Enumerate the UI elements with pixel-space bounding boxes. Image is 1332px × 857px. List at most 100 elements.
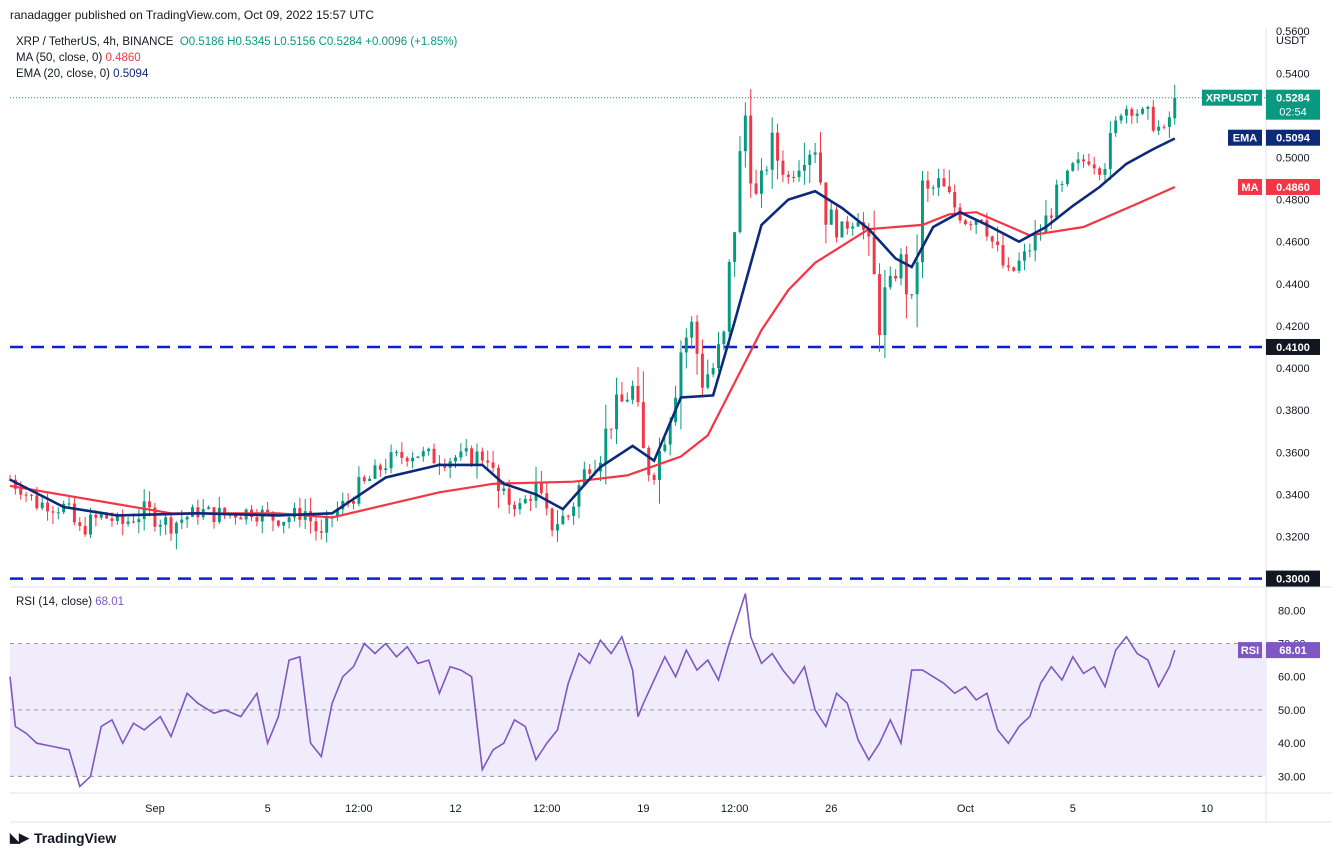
candle-body — [663, 444, 667, 451]
candle-body — [325, 517, 329, 533]
candle-body — [615, 394, 619, 430]
candle-body — [427, 448, 431, 452]
candle-body — [829, 209, 833, 225]
candle-body — [722, 331, 726, 345]
candle-body — [35, 495, 39, 509]
candle-body — [625, 399, 629, 402]
candle-body — [405, 457, 409, 462]
candle-body — [910, 294, 914, 296]
price-tick-label: 0.4800 — [1276, 195, 1310, 207]
rsi-line — [9, 593, 1176, 788]
legend-ma-row[interactable]: MA (50, close, 0) 0.4860 — [16, 52, 141, 64]
legend-ema-row[interactable]: EMA (20, close, 0) 0.5094 — [16, 68, 148, 80]
candle-body — [523, 498, 527, 504]
candle-body — [464, 448, 468, 452]
legend-rsi-row[interactable]: RSI (14, close) 68.01 — [16, 596, 124, 608]
candle-body — [373, 465, 377, 479]
price-tick-label: 0.4200 — [1276, 321, 1310, 333]
candle-body — [137, 519, 141, 523]
candle-body — [1055, 184, 1059, 218]
time-tick-label: Sep — [145, 803, 165, 815]
candle-body — [266, 509, 270, 512]
tradingview-brand[interactable]: ◣▶ TradingView — [10, 830, 116, 846]
price-tick-label: 0.3800 — [1276, 405, 1310, 417]
countdown-label: 02:54 — [1279, 107, 1307, 119]
candle-body — [454, 457, 457, 462]
tag-value: 0.4860 — [1276, 182, 1310, 194]
candle-body — [727, 261, 731, 332]
level-tag-label: 0.4100 — [1276, 342, 1310, 354]
candle-body — [13, 479, 17, 489]
candle-body — [985, 220, 989, 237]
candle-body — [1124, 109, 1128, 116]
candle-body — [899, 254, 903, 279]
candle-body — [148, 501, 152, 508]
horizontal-levels[interactable]: 0.4100 0.3000 — [10, 338, 1320, 587]
candle-body — [1151, 106, 1155, 131]
candle-body — [1098, 168, 1102, 175]
ma-50-line — [9, 185, 1176, 519]
legend-symbol[interactable]: XRP / TetherUS, 4h, BINANCE — [16, 36, 174, 48]
tag-name-bg — [1202, 89, 1262, 106]
candle-body — [582, 469, 586, 486]
time-tick-label: 5 — [265, 803, 271, 815]
candle-body — [378, 465, 382, 471]
candle-body — [1006, 265, 1010, 268]
candle-body — [432, 448, 436, 464]
candle-body — [319, 531, 323, 533]
candle-body — [24, 494, 28, 496]
candle-body — [1033, 233, 1037, 251]
candle-body — [191, 507, 194, 517]
candle-body — [207, 507, 211, 510]
candle-body — [1082, 159, 1085, 162]
level-tag-bg — [1266, 570, 1320, 587]
candle-body — [963, 220, 967, 225]
candle-body — [953, 192, 957, 208]
candle-body — [529, 498, 533, 501]
price-tick-label: 0.5000 — [1276, 152, 1310, 164]
price-tick-label: 0.4400 — [1276, 279, 1310, 291]
candle-body — [733, 232, 737, 262]
tag-name: MA — [1241, 182, 1258, 194]
legend-ma-value: 0.4860 — [105, 52, 141, 64]
candle-body — [996, 241, 1000, 246]
time-tick-label: 12:00 — [345, 803, 373, 815]
time-tick-label: Oct — [957, 803, 974, 815]
candle-body — [974, 219, 978, 225]
candle-body — [845, 221, 849, 229]
candle-body — [647, 448, 651, 476]
tag-value-bg — [1266, 129, 1320, 146]
price-tags: XRPUSDT 0.5284 02:54 EMA 0.5094 MA 0.4860 RSI 68… — [1202, 89, 1320, 659]
candle-body — [67, 503, 71, 505]
candle-body — [770, 132, 774, 170]
candle-body — [174, 522, 178, 534]
time-tick-label: 12:00 — [533, 803, 561, 815]
candle-body — [486, 460, 490, 463]
candle-body — [180, 519, 184, 523]
candle-body — [878, 274, 882, 336]
candle-body — [684, 337, 688, 353]
candle-body — [19, 488, 23, 495]
candle-body — [1022, 251, 1026, 261]
candle-body — [470, 448, 474, 466]
candle-body — [1119, 115, 1123, 121]
candle-body — [502, 488, 506, 492]
candle-body — [706, 374, 710, 388]
candle-body — [776, 132, 780, 161]
candle-body — [700, 353, 704, 388]
candle-body — [352, 501, 355, 504]
candle-body — [115, 515, 119, 521]
candle-body — [840, 221, 844, 238]
time-tick-label: 12:00 — [721, 803, 749, 815]
candle-body — [550, 508, 554, 531]
tradingview-logo-icon: ◣▶ — [10, 830, 29, 845]
legend-rsi-value: 68.01 — [95, 596, 125, 608]
tag-value: 0.5284 — [1276, 93, 1311, 105]
candle-body — [572, 506, 576, 516]
candle-body — [534, 481, 538, 501]
candle-body — [83, 525, 87, 535]
candle-body — [824, 182, 828, 225]
candle-body — [797, 170, 801, 178]
legend-ma-label: MA (50, close, 0) — [16, 52, 103, 64]
